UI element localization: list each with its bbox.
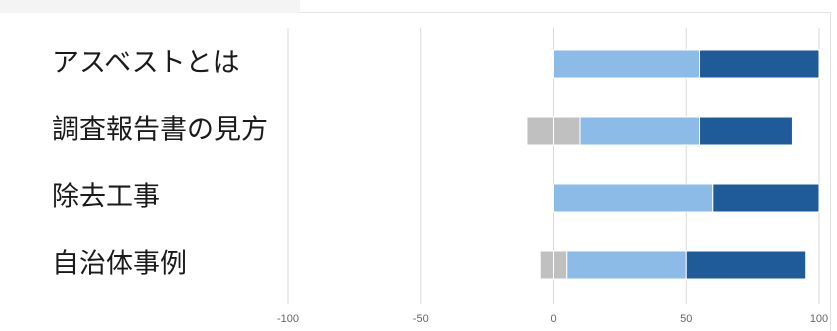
category-label-3: 自治体事例 [52,249,187,280]
category-label-2: 除去工事 [52,182,160,213]
bar-1-segment-0 [526,116,555,146]
bar-2-segment-2 [553,183,714,213]
category-label-1: 調査報告書の見方 [52,115,268,146]
bars [526,49,820,280]
bar-2-segment-3 [712,183,820,213]
right-border [830,12,831,331]
bar-3-segment-1 [553,250,568,280]
bar-1-segment-2 [579,116,701,146]
x-tick-label-0: -100 [277,313,299,325]
x-tick-label-4: 100 [810,313,828,325]
bar-1-segment-3 [699,116,793,146]
bar-0-segment-3 [699,49,820,79]
bar-0-segment-2 [553,49,701,79]
top-shade [0,0,300,13]
x-tick-label-1: -50 [413,313,429,325]
x-tick-label-3: 50 [680,313,692,325]
category-label-0: アスベストとは [52,48,240,79]
bar-3-segment-2 [566,250,687,280]
x-tick-label-2: 0 [550,313,556,325]
bar-3-segment-3 [685,250,807,280]
bar-1-segment-1 [553,116,581,146]
top-border [300,12,831,13]
bar-3-segment-0 [539,250,554,280]
x-axis-ticks: -100 -50 0 50 100 [277,313,828,325]
